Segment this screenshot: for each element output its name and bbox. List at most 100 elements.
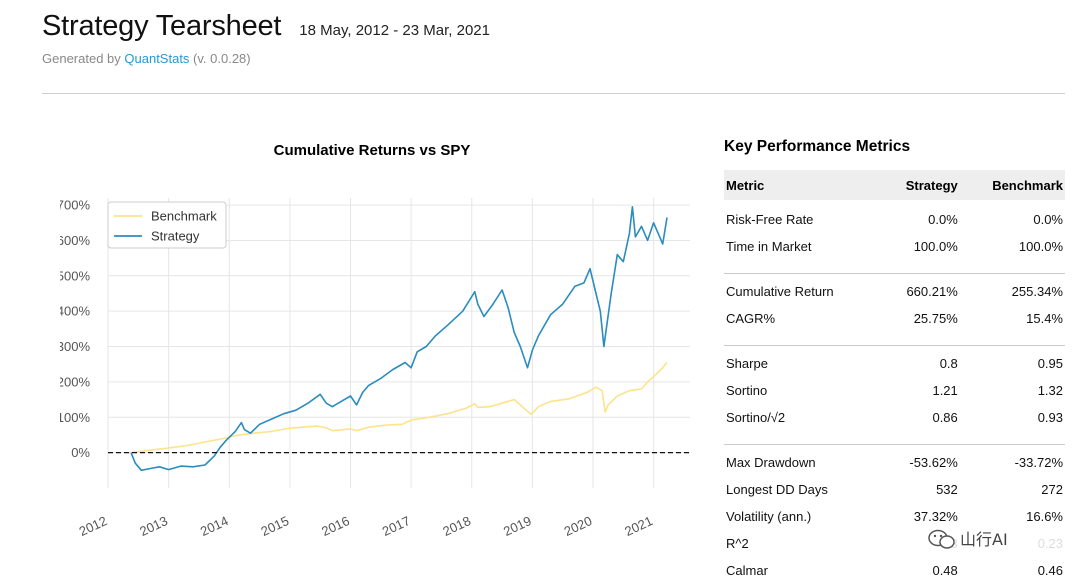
x-tick-label: 2018 <box>440 513 473 539</box>
separator-line <box>724 345 1065 346</box>
metric-row: Risk-Free Rate 0.0% 0.0% <box>724 206 1065 233</box>
metric-row: Sortino/√2 0.86 0.93 <box>724 404 1065 431</box>
chart-title: Cumulative Returns vs SPY <box>274 142 471 159</box>
y-axis-ticks: 0% 100% 200% 300% 400% 500% 600% 700% <box>60 198 90 461</box>
metric-name: Risk-Free Rate <box>726 212 814 227</box>
separator-line <box>724 273 1065 274</box>
metrics-title: Key Performance Metrics <box>724 138 911 155</box>
y-tick-label: 700% <box>60 198 90 213</box>
metrics-group-separator <box>724 260 1065 278</box>
benchmark-value: 1.32 <box>1037 383 1063 398</box>
wechat-icon <box>928 529 955 549</box>
metric-name: Longest DD Days <box>726 482 828 497</box>
benchmark-value: 0.0% <box>1033 212 1063 227</box>
metric-row: Cumulative Return 660.21% 255.34% <box>724 278 1065 305</box>
benchmark-value: 272 <box>1041 482 1063 497</box>
metric-row: Volatility (ann.) 37.32% 16.6% <box>724 503 1065 530</box>
cumulative-returns-chart: Cumulative Returns vs SPY 0% 100% 200% 300%… <box>60 130 700 570</box>
x-tick-label: 2016 <box>319 513 352 539</box>
metrics-table: Metric Strategy Benchmark Risk-Free Rate… <box>724 170 1065 584</box>
chart-grid <box>107 198 690 488</box>
x-axis-ticks: 2012 2013 2014 2015 2016 2017 2018 2019 2020 2021 <box>77 513 655 539</box>
title-row: Strategy Tearsheet 18 May, 2012 - 23 Mar… <box>42 10 1042 43</box>
metrics-group-separator <box>724 332 1065 350</box>
watermark-background <box>924 526 1064 552</box>
strategy-value: 0.86 <box>932 410 958 425</box>
date-range: 18 May, 2012 - 23 Mar, 2021 <box>299 22 490 39</box>
x-tick-label: 2015 <box>259 513 292 539</box>
header-benchmark: Benchmark <box>959 170 1065 200</box>
header-divider <box>42 93 1065 94</box>
y-tick-label: 600% <box>60 233 90 248</box>
header-strategy: Strategy <box>881 170 960 200</box>
y-tick-label: 200% <box>60 374 90 389</box>
version-text: (v. 0.0.28) <box>189 51 251 66</box>
metric-name: Sharpe <box>726 356 768 371</box>
y-tick-label: 500% <box>60 268 90 283</box>
metric-name: Sortino/√2 <box>726 410 786 425</box>
strategy-value: 0.0% <box>928 212 958 227</box>
strategy-value: 25.75% <box>913 311 958 326</box>
y-tick-label: 0% <box>71 445 90 460</box>
quantstats-link[interactable]: QuantStats <box>124 51 190 66</box>
x-tick-label: 2012 <box>77 513 110 539</box>
x-tick-label: 2020 <box>562 513 595 539</box>
strategy-value: 100.0% <box>913 239 958 254</box>
report-header: Strategy Tearsheet 18 May, 2012 - 23 Mar… <box>42 10 1042 66</box>
strategy-value: 1.21 <box>932 383 958 398</box>
metric-name: Volatility (ann.) <box>726 509 812 524</box>
metric-row: Sharpe 0.8 0.95 <box>724 350 1065 377</box>
metric-name: CAGR% <box>726 311 776 326</box>
legend-label-benchmark: Benchmark <box>151 209 217 224</box>
metric-name: Time in Market <box>726 239 812 254</box>
metric-row: CAGR% 25.75% 15.4% <box>724 305 1065 332</box>
metric-row: Max Drawdown -53.62% -33.72% <box>724 449 1065 476</box>
benchmark-value: 0.95 <box>1037 356 1063 371</box>
page-title: Strategy Tearsheet <box>42 10 282 42</box>
strategy-value: 532 <box>936 482 958 497</box>
chart-svg: Cumulative Returns vs SPY 0% 100% 200% 300%… <box>60 142 690 539</box>
x-tick-label: 2013 <box>137 513 170 539</box>
benchmark-value: 16.6% <box>1026 509 1063 524</box>
strategy-value: 660.21% <box>906 284 958 299</box>
y-tick-label: 100% <box>60 410 90 425</box>
chart-legend: Benchmark Strategy <box>107 201 227 249</box>
y-tick-label: 300% <box>60 339 90 354</box>
metric-name: R^2 <box>726 536 749 551</box>
metric-row: Time in Market 100.0% 100.0% <box>724 233 1065 260</box>
strategy-value: -53.62% <box>909 455 958 470</box>
metrics-header-row: Metric Strategy Benchmark <box>724 170 1065 200</box>
series-line-benchmark <box>130 361 668 454</box>
strategy-value: 0.48 <box>932 563 958 578</box>
generated-by-line: Generated by QuantStats (v. 0.0.28) <box>42 51 1042 66</box>
metric-row: Calmar 0.48 0.46 <box>724 557 1065 584</box>
benchmark-value: 255.34% <box>1011 284 1063 299</box>
x-tick-label: 2019 <box>501 513 534 539</box>
key-performance-metrics: Key Performance Metrics Metric Strategy … <box>724 136 1065 584</box>
benchmark-value: 100.0% <box>1018 239 1063 254</box>
metric-name: Sortino <box>726 383 768 398</box>
metrics-group-separator <box>724 431 1065 449</box>
benchmark-value: 0.46 <box>1037 563 1063 578</box>
metric-name: Max Drawdown <box>726 455 816 470</box>
benchmark-value: 15.4% <box>1026 311 1063 326</box>
metric-row: Longest DD Days 532 272 <box>724 476 1065 503</box>
strategy-value: 0.8 <box>939 356 958 371</box>
metric-row: Sortino 1.21 1.32 <box>724 377 1065 404</box>
metric-name: Cumulative Return <box>726 284 834 299</box>
separator-line <box>724 444 1065 445</box>
y-tick-label: 400% <box>60 304 90 319</box>
benchmark-value: 0.93 <box>1037 410 1063 425</box>
watermark-logo: 山行AI <box>924 526 1064 552</box>
header-metric: Metric <box>724 170 881 200</box>
x-tick-label: 2017 <box>380 513 413 539</box>
legend-label-strategy: Strategy <box>151 229 200 244</box>
benchmark-value: -33.72% <box>1014 455 1063 470</box>
chart-series <box>130 206 668 472</box>
metric-name: Calmar <box>726 563 768 578</box>
series-line-strategy <box>130 206 668 472</box>
generated-prefix: Generated by <box>42 51 125 66</box>
x-tick-label: 2021 <box>622 513 655 539</box>
watermark-text: 山行AI <box>960 530 1008 549</box>
strategy-value: 37.32% <box>913 509 958 524</box>
